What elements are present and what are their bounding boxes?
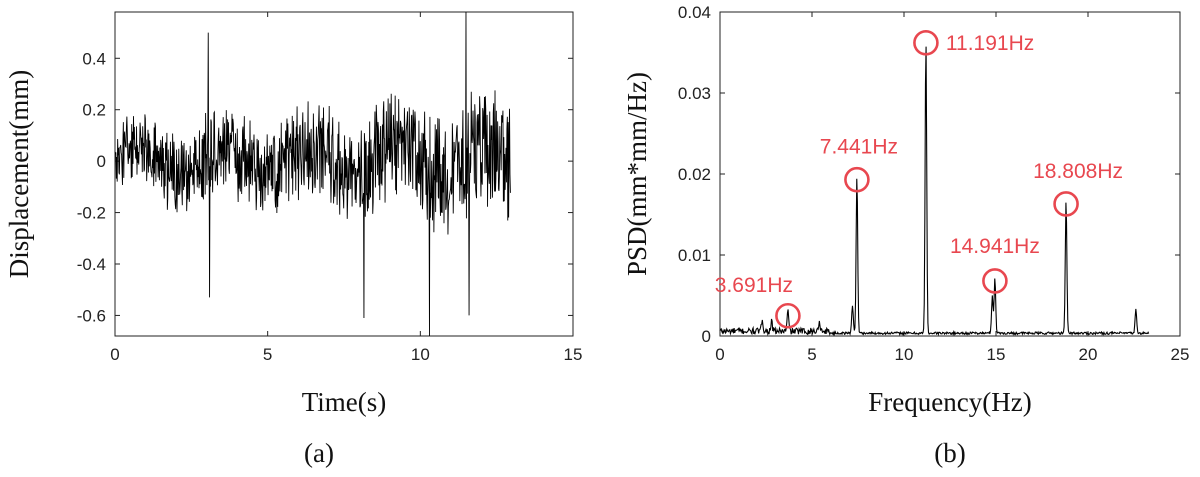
y-tick-label: 0 bbox=[97, 152, 106, 171]
x-tick-label: 0 bbox=[715, 345, 724, 364]
y-tick-label: 0.4 bbox=[82, 49, 106, 68]
x-tick-label: 20 bbox=[1079, 345, 1098, 364]
x-tick-label: 0 bbox=[110, 345, 119, 364]
y-tick-label: 0.2 bbox=[82, 101, 106, 120]
peak-label: 14.941Hz bbox=[950, 235, 1040, 258]
peak-annotations: 3.691Hz 7.441Hz 11.191Hz 14.941Hz 18.808Hz bbox=[715, 29, 1123, 329]
psd-series bbox=[719, 46, 1150, 337]
x-tick-label: 15 bbox=[564, 345, 583, 364]
peak-label: 18.808Hz bbox=[1033, 160, 1123, 183]
x-tick-label: 25 bbox=[1171, 345, 1190, 364]
y-tick-label: 0.04 bbox=[678, 3, 711, 22]
x-tick-label: 5 bbox=[807, 345, 816, 364]
peak-marker-circle bbox=[913, 29, 939, 56]
peak-label: 7.441Hz bbox=[820, 136, 898, 159]
x-tick-label: 10 bbox=[411, 345, 430, 364]
y-tick-label: -0.2 bbox=[77, 204, 106, 223]
x-axis-label-a: Time(s) bbox=[302, 387, 387, 417]
y-axis-label-b: PSD(mm*mm/Hz) bbox=[622, 72, 652, 276]
peak-label: 3.691Hz bbox=[715, 274, 793, 297]
x-axis-label-b: Frequency(Hz) bbox=[868, 387, 1031, 417]
y-axis-label-a: Displacement(mm) bbox=[4, 70, 34, 278]
psd-spectrum-line bbox=[719, 46, 1150, 337]
peak-marker-circle bbox=[775, 302, 801, 329]
peak-marker-circle bbox=[844, 166, 870, 193]
y-tick-label: 0.01 bbox=[678, 246, 711, 265]
displacement-series bbox=[114, 11, 511, 337]
y-tick-label: 0.03 bbox=[678, 84, 711, 103]
displacement-signal-line bbox=[114, 11, 511, 337]
y-tick-label: -0.6 bbox=[77, 306, 106, 325]
x-tick-label: 5 bbox=[263, 345, 272, 364]
panel-b-psd-chart: 0 5 10 15 20 25 0 0.01 0.02 0.03 0.04 3.691Hz 7.441… bbox=[622, 3, 1189, 468]
panel-label-a: (a) bbox=[304, 438, 334, 468]
peak-marker-circle bbox=[982, 268, 1008, 294]
y-tick-label: -0.4 bbox=[77, 255, 106, 274]
panel-a-displacement-chart: 0 5 10 15 0.4 0.2 0 -0.2 -0.4 -0.6 Displacement(m… bbox=[4, 11, 583, 468]
axis-ticks-a: 0 5 10 15 0.4 0.2 0 -0.2 -0.4 -0.6 bbox=[77, 12, 583, 364]
y-tick-label: 0 bbox=[702, 327, 711, 346]
y-tick-label: 0.02 bbox=[678, 165, 711, 184]
x-tick-label: 10 bbox=[895, 345, 914, 364]
x-tick-label: 15 bbox=[987, 345, 1006, 364]
peak-marker-circle bbox=[1053, 191, 1079, 217]
peak-label: 11.191Hz bbox=[946, 32, 1034, 55]
axis-ticks-b: 0 5 10 15 20 25 0 0.01 0.02 0.03 0.04 bbox=[678, 3, 1190, 364]
panel-label-b: (b) bbox=[934, 438, 965, 468]
plot-area-b bbox=[719, 11, 1181, 337]
